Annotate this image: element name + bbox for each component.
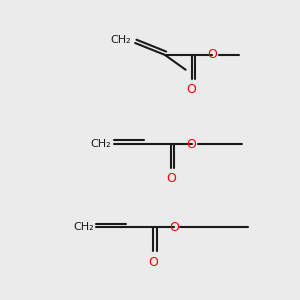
Text: O: O (187, 83, 196, 96)
Text: CH₂: CH₂ (110, 35, 131, 45)
Text: O: O (169, 221, 179, 234)
Text: O: O (148, 256, 158, 268)
Text: O: O (208, 48, 218, 62)
Text: O: O (166, 172, 176, 185)
Text: CH₂: CH₂ (73, 222, 94, 232)
Text: CH₂: CH₂ (91, 139, 111, 149)
Text: O: O (187, 138, 196, 151)
